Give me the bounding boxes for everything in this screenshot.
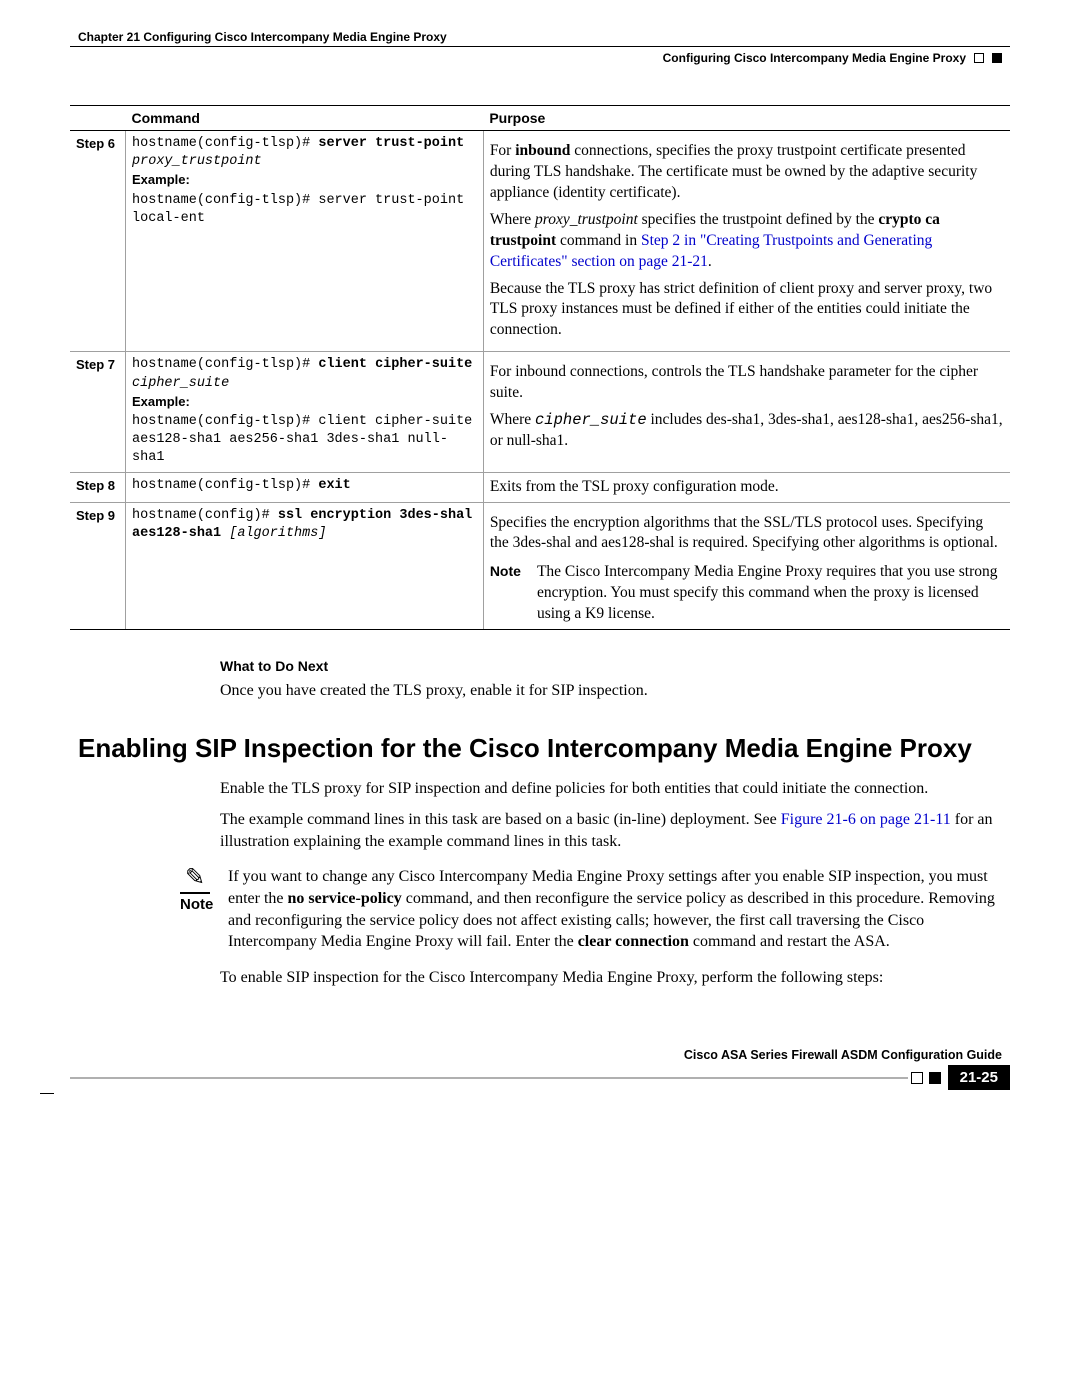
section-path: Configuring Cisco Intercompany Media Eng…: [663, 51, 966, 65]
note-body: The Cisco Intercompany Media Engine Prox…: [537, 562, 1004, 625]
step-label: Step 8: [70, 472, 126, 502]
section-p3: To enable SIP inspection for the Cisco I…: [220, 967, 1010, 989]
page-footer: Cisco ASA Series Firewall ASDM Configura…: [70, 1048, 1010, 1090]
what-next-body: Once you have created the TLS proxy, ena…: [220, 680, 1010, 702]
command-cell: hostname(config-tlsp)# exit: [126, 472, 484, 502]
section-p1: Enable the TLS proxy for SIP inspection …: [220, 778, 1010, 800]
step-label: Step 9: [70, 502, 126, 630]
page-header: Chapter 21 Configuring Cisco Intercompan…: [70, 30, 1010, 65]
note-label: Note: [490, 562, 521, 581]
note-body: If you want to change any Cisco Intercom…: [228, 866, 1010, 952]
decor-square-outline: [974, 53, 984, 63]
page-number: 21-25: [948, 1065, 1010, 1090]
link-figure-21-6[interactable]: Figure 21-6 on page 21-11: [781, 811, 951, 828]
decor-square-outline: [911, 1072, 923, 1084]
col-step-blank: [70, 106, 126, 131]
col-purpose: Purpose: [483, 106, 1010, 131]
step-label: Step 6: [70, 131, 126, 352]
what-next-heading: What to Do Next: [220, 658, 1010, 674]
command-cell: hostname(config)# ssl encryption 3des-sh…: [126, 502, 484, 630]
section-title: Enabling SIP Inspection for the Cisco In…: [78, 734, 1010, 764]
decor-square-solid: [992, 53, 1002, 63]
purpose-cell: Exits from the TSL proxy configuration m…: [483, 472, 1010, 502]
purpose-cell: For inbound connections, specifies the p…: [483, 131, 1010, 352]
table-row: Step 7 hostname(config-tlsp)# client cip…: [70, 352, 1010, 472]
pencil-icon: ✎: [180, 866, 210, 890]
decor-left-rule: [40, 1093, 54, 1094]
col-command: Command: [126, 106, 484, 131]
purpose-cell: Specifies the encryption algorithms that…: [483, 502, 1010, 630]
purpose-cell: For inbound connections, controls the TL…: [483, 352, 1010, 472]
command-cell: hostname(config-tlsp)# client cipher-sui…: [126, 352, 484, 472]
command-table: Command Purpose Step 6 hostname(config-t…: [70, 105, 1010, 630]
command-cell: hostname(config-tlsp)# server trust-poin…: [126, 131, 484, 352]
table-row: Step 8 hostname(config-tlsp)# exit Exits…: [70, 472, 1010, 502]
footer-guide-title: Cisco ASA Series Firewall ASDM Configura…: [70, 1048, 1010, 1062]
note-block: ✎ Note If you want to change any Cisco I…: [180, 866, 1010, 952]
section-p2: The example command lines in this task a…: [220, 809, 1010, 852]
table-row: Step 6 hostname(config-tlsp)# server tru…: [70, 131, 1010, 352]
chapter-line: Chapter 21 Configuring Cisco Intercompan…: [70, 30, 1010, 44]
link-step2[interactable]: Step 2: [641, 232, 680, 249]
footer-rule: [70, 1077, 908, 1079]
step-label: Step 7: [70, 352, 126, 472]
table-row: Step 9 hostname(config)# ssl encryption …: [70, 502, 1010, 630]
note-label: Note: [180, 896, 210, 913]
decor-square-solid: [929, 1072, 941, 1084]
